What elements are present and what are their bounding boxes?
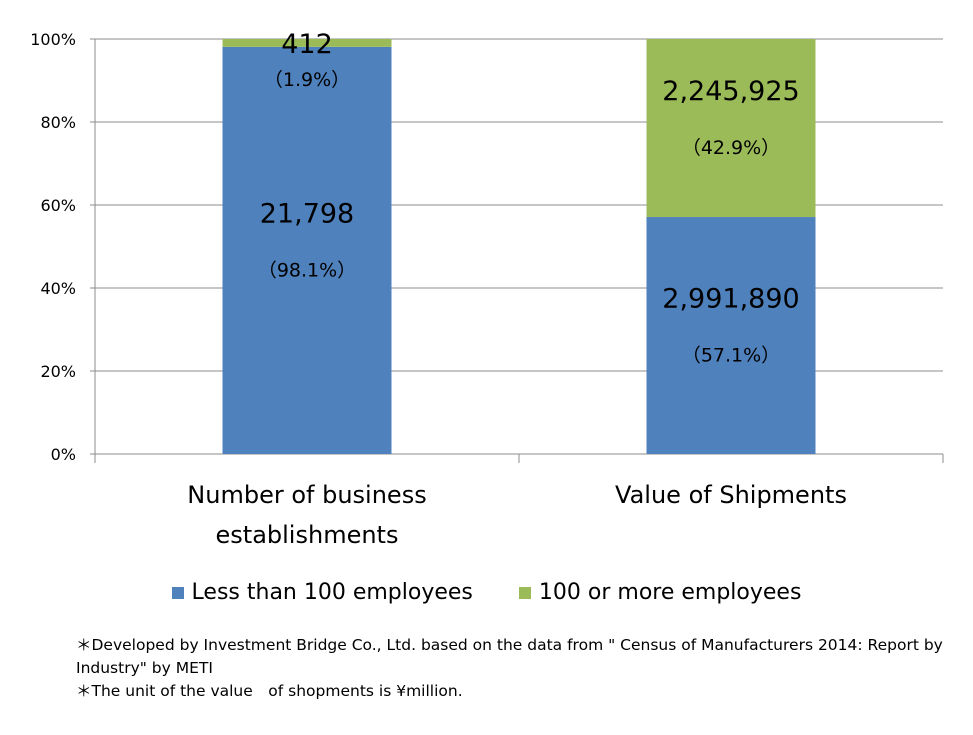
legend-item-less-than-100: Less than 100 employees — [171, 580, 473, 605]
stacked-bar-chart: 0% 20% 40% 60% 80% 100% 21,798 （98.1%） 412 （1.9%）… — [30, 29, 944, 549]
footnote-source: ＊Developed by Investment Bridge Co., Ltd… — [76, 636, 943, 677]
ytick-label-0: 0% — [51, 445, 76, 464]
value-label-0-1: 412 — [281, 29, 333, 60]
legend-label-100-or-more: 100 or more employees — [538, 580, 802, 605]
legend-label-less-than-100: Less than 100 employees — [191, 580, 473, 605]
ytick-label-60: 60% — [40, 196, 76, 215]
bar-0-series-0 — [222, 46, 392, 454]
bar-1-series-1 — [646, 39, 816, 218]
bar-1-series-0 — [646, 217, 816, 454]
pct-label-0-1: （1.9%） — [264, 69, 350, 91]
ytick-label-20: 20% — [40, 362, 76, 381]
legend-item-100-or-more: 100 or more employees — [518, 580, 802, 605]
value-label-0-0: 21,798 — [260, 198, 354, 229]
footnote-unit: ＊The unit of the value of shopments is ¥… — [76, 682, 463, 700]
ytick-label-40: 40% — [40, 279, 76, 298]
pct-label-0-0: （98.1%） — [258, 259, 356, 281]
pct-label-1-1: （42.9%） — [682, 137, 780, 159]
ytick-label-100: 100% — [30, 30, 76, 49]
category-label-0-line-0: Number of business — [187, 481, 426, 509]
footnotes: ＊Developed by Investment Bridge Co., Ltd… — [76, 634, 956, 703]
legend-swatch-blue — [171, 586, 184, 599]
bar-0-series-1 — [222, 39, 392, 47]
category-label-0-line-1: establishments — [216, 521, 399, 549]
ytick-label-80: 80% — [40, 113, 76, 132]
category-label-1-line-0: Value of Shipments — [615, 481, 847, 509]
legend: Less than 100 employees 100 or more empl… — [0, 580, 973, 605]
pct-label-1-0: （57.1%） — [682, 345, 780, 367]
value-label-1-0: 2,991,890 — [662, 284, 799, 315]
value-label-1-1: 2,245,925 — [662, 76, 799, 107]
legend-swatch-green — [518, 586, 531, 599]
